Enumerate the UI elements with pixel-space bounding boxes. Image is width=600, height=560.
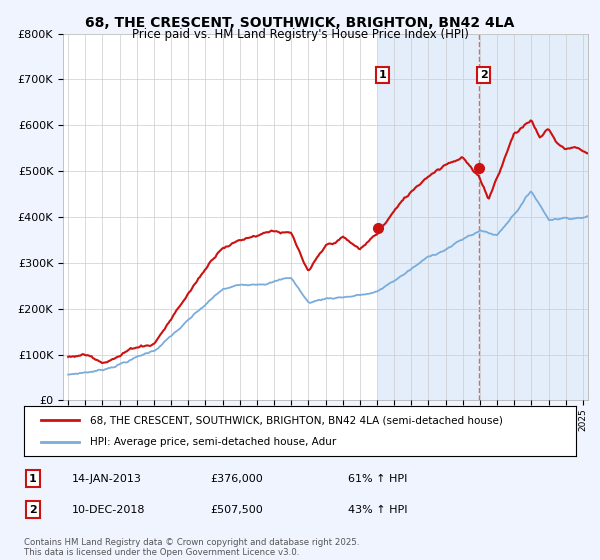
Text: Contains HM Land Registry data © Crown copyright and database right 2025.
This d: Contains HM Land Registry data © Crown c… — [24, 538, 359, 557]
Text: 14-JAN-2013: 14-JAN-2013 — [72, 474, 142, 484]
Text: Price paid vs. HM Land Registry's House Price Index (HPI): Price paid vs. HM Land Registry's House … — [131, 28, 469, 41]
Text: 10-DEC-2018: 10-DEC-2018 — [72, 505, 146, 515]
Text: 2: 2 — [480, 70, 488, 80]
Text: £376,000: £376,000 — [210, 474, 263, 484]
Text: £507,500: £507,500 — [210, 505, 263, 515]
Text: 43% ↑ HPI: 43% ↑ HPI — [348, 505, 407, 515]
Text: 68, THE CRESCENT, SOUTHWICK, BRIGHTON, BN42 4LA (semi-detached house): 68, THE CRESCENT, SOUTHWICK, BRIGHTON, B… — [90, 415, 503, 425]
Text: HPI: Average price, semi-detached house, Adur: HPI: Average price, semi-detached house,… — [90, 437, 337, 447]
Text: 1: 1 — [379, 70, 386, 80]
Text: 2: 2 — [29, 505, 37, 515]
Text: 68, THE CRESCENT, SOUTHWICK, BRIGHTON, BN42 4LA: 68, THE CRESCENT, SOUTHWICK, BRIGHTON, B… — [85, 16, 515, 30]
Text: 1: 1 — [29, 474, 37, 484]
Text: 61% ↑ HPI: 61% ↑ HPI — [348, 474, 407, 484]
Bar — [377, 34, 588, 400]
